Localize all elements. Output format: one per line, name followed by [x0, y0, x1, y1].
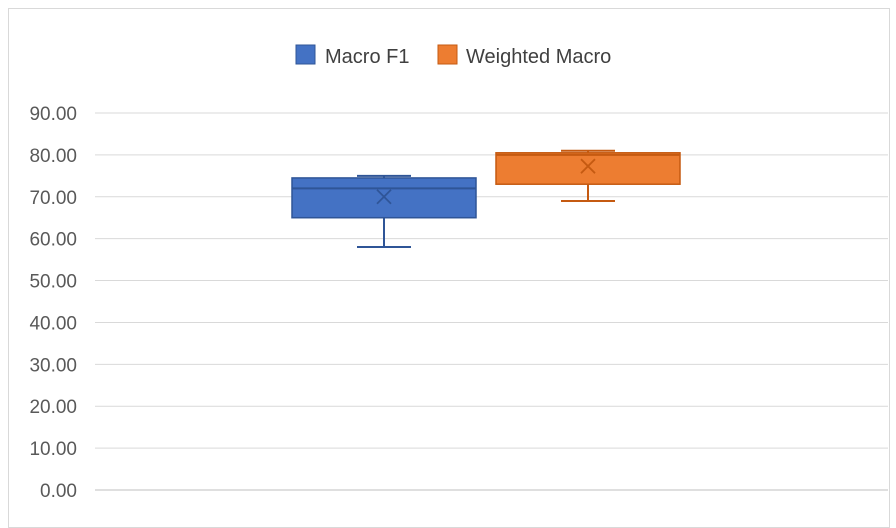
legend-swatch — [437, 44, 458, 65]
mean-marker — [376, 189, 392, 205]
legend-item-macro-f1[interactable]: Macro F1 — [295, 44, 409, 68]
gridlines — [95, 112, 888, 491]
y-tick-label: 90.00 — [29, 104, 77, 125]
y-tick-label: 50.00 — [29, 272, 77, 293]
legend[interactable]: Macro F1 Weighted Macro — [295, 44, 611, 68]
box-plot-chart: 0.00 10.00 20.00 30.00 40.00 50.00 60.00 70.00 8… — [29, 44, 888, 502]
y-axis-tick-labels: 0.00 10.00 20.00 30.00 40.00 50.00 60.00 70.00 8… — [29, 104, 77, 502]
y-tick-label: 40.00 — [29, 313, 77, 334]
chart-frame — [8, 8, 890, 528]
box-macro-f1 — [291, 174, 477, 249]
legend-label: Macro F1 — [325, 46, 409, 68]
y-tick-label: 0.00 — [40, 481, 77, 502]
y-tick-label: 30.00 — [29, 355, 77, 376]
y-tick-label: 20.00 — [29, 397, 77, 418]
legend-item-weighted-macro[interactable]: Weighted Macro — [437, 44, 611, 68]
legend-swatch — [295, 44, 316, 65]
y-tick-label: 70.00 — [29, 188, 77, 209]
mean-marker — [580, 158, 596, 174]
y-tick-label: 60.00 — [29, 230, 77, 251]
box-body — [495, 152, 681, 185]
boxes — [291, 149, 681, 249]
y-tick-label: 80.00 — [29, 146, 77, 167]
y-tick-label: 10.00 — [29, 439, 77, 460]
box-weighted-macro — [495, 149, 681, 202]
legend-label: Weighted Macro — [466, 46, 611, 68]
